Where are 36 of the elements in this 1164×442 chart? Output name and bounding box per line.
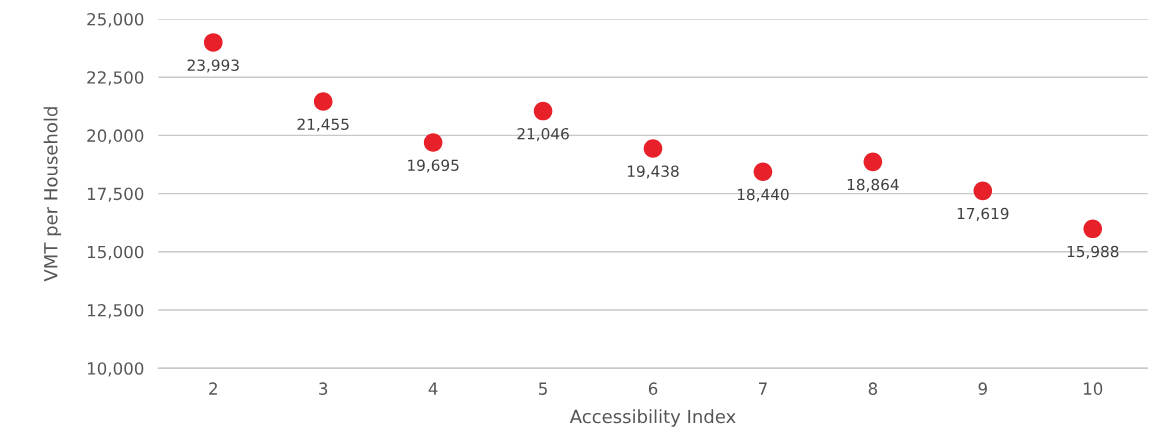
x-tick-label: 10	[1083, 382, 1103, 395]
x-tick-label: 3	[319, 382, 328, 395]
point	[643, 139, 663, 158]
y-tick-label: 10,000	[87, 362, 144, 377]
point	[863, 152, 883, 172]
point	[1083, 219, 1103, 239]
y-tick-label: 22,500	[87, 71, 144, 86]
point	[973, 181, 993, 201]
text: 17,619	[957, 207, 1009, 221]
text: 15,988	[1067, 245, 1119, 259]
text: 21,046	[517, 127, 569, 142]
y-tick-label: 15,000	[87, 245, 144, 261]
x-axis-title: Accessibility Index	[569, 409, 736, 427]
y-tick-label: 12,500	[87, 303, 144, 319]
text: 18,440	[737, 188, 789, 202]
point	[533, 101, 553, 121]
point	[313, 92, 333, 111]
text: 19,438	[627, 165, 679, 179]
y-axis-title: VMT per Household	[43, 107, 62, 282]
x-tick-label: 4	[428, 382, 438, 395]
x-tick-label: 5	[539, 382, 547, 395]
x-tick-label: 8	[868, 382, 878, 395]
point	[203, 33, 223, 52]
x-tick-label: 9	[978, 382, 987, 395]
x-tick-label: 6	[648, 382, 658, 395]
y-tick-label: 17,500	[87, 187, 144, 202]
text: 23,993	[187, 59, 239, 73]
text: 18,864	[847, 178, 899, 192]
text: 21,455	[297, 118, 349, 132]
point	[423, 133, 443, 152]
text: 19,695	[408, 159, 459, 173]
x-tick-label: 2	[209, 382, 217, 395]
y-tick-label: 25,000	[87, 12, 144, 28]
x-tick-label: 7	[759, 382, 767, 395]
point	[753, 162, 773, 182]
y-tick-label: 20,000	[87, 129, 144, 144]
